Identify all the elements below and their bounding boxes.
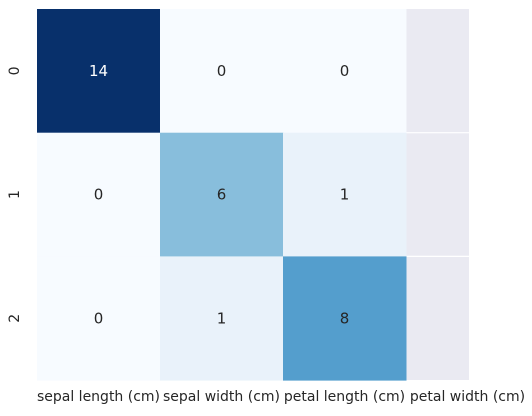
x-tick-label-2: petal length (cm) bbox=[284, 389, 405, 405]
cell-value-r1-c1: 6 bbox=[217, 186, 227, 204]
heatmap-cell-r1-c1 bbox=[160, 132, 284, 257]
cell-value-r0-c2: 0 bbox=[340, 62, 350, 80]
cell-value-r2-c1: 1 bbox=[217, 309, 227, 327]
heatmap-cell-r0-c1 bbox=[160, 9, 284, 134]
y-tick-label-1: 1 bbox=[7, 190, 23, 199]
cell-value-r0-c0: 14 bbox=[89, 62, 108, 80]
y-tick-label-2: 2 bbox=[7, 314, 23, 323]
heatmap-cell-r0-c2 bbox=[283, 9, 407, 134]
cell-value-r2-c2: 8 bbox=[340, 309, 350, 327]
cell-value-r1-c2: 1 bbox=[340, 186, 350, 204]
x-tick-label-3: petal width (cm) bbox=[410, 389, 525, 405]
heatmap-cell-r2-c2 bbox=[283, 256, 407, 381]
x-tick-label-0: sepal length (cm) bbox=[37, 389, 160, 405]
grid-lines bbox=[406, 132, 469, 257]
y-tick-label-0: 0 bbox=[7, 66, 23, 75]
cell-value-r1-c0: 0 bbox=[94, 186, 104, 204]
heatmap-cell-r1-c2 bbox=[283, 132, 407, 257]
cell-value-r2-c0: 0 bbox=[94, 309, 104, 327]
heatmap-cell-r2-c1 bbox=[160, 256, 284, 381]
heatmap-cell-r2-c0 bbox=[37, 256, 161, 381]
heatmap-cell-r1-c0 bbox=[37, 132, 161, 257]
heatmap-cell-r0-c0 bbox=[37, 9, 161, 134]
x-tick-label-1: sepal width (cm) bbox=[163, 389, 280, 405]
cell-value-r0-c1: 0 bbox=[217, 62, 227, 80]
